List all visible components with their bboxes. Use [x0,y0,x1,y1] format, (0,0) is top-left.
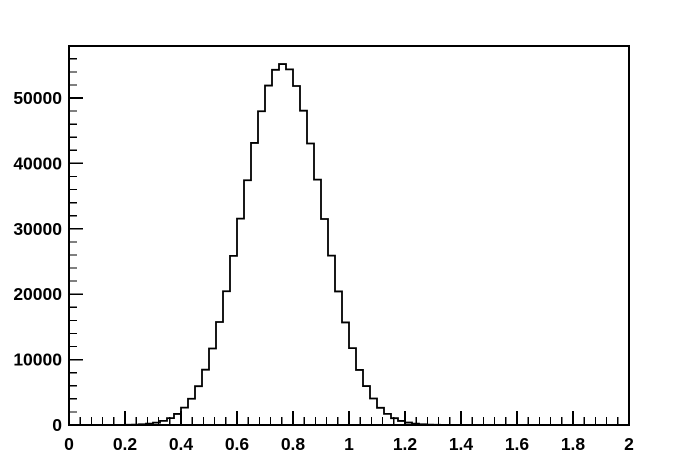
x-axis-major-ticks [68,411,630,425]
x-tick-label: 1.6 [505,434,530,454]
y-tick-label: 50000 [13,88,62,108]
y-tick-label: 40000 [13,153,62,173]
x-tick-label: 0.6 [225,434,250,454]
x-tick-label: 0.8 [281,434,306,454]
histogram-outline [69,63,629,426]
x-tick-label: 2 [624,434,634,454]
x-tick-label: 1.2 [393,434,418,454]
x-tick-label: 1.8 [561,434,586,454]
x-tick-label: 0 [64,434,74,454]
y-tick-label: 10000 [13,350,62,370]
histogram-step-line [69,63,629,426]
y-tick-label: 20000 [13,284,62,304]
x-tick-label: 1 [344,434,354,454]
y-tick-label: 30000 [13,219,62,239]
x-axis-tick-labels: 0 0.2 0.4 0.6 0.8 1 1.2 1.4 1.6 1.8 2 [64,434,634,454]
plot-frame [68,45,630,426]
x-tick-label: 0.4 [169,434,194,454]
y-tick-label: 0 [52,415,62,435]
x-tick-label: 1.4 [449,434,474,454]
x-tick-label: 0.2 [113,434,138,454]
y-axis-minor-ticks [69,58,77,413]
y-axis-tick-labels: 0 10000 20000 30000 40000 50000 [13,88,62,435]
frame-rect [68,45,630,426]
y-axis-major-ticks [69,97,83,426]
